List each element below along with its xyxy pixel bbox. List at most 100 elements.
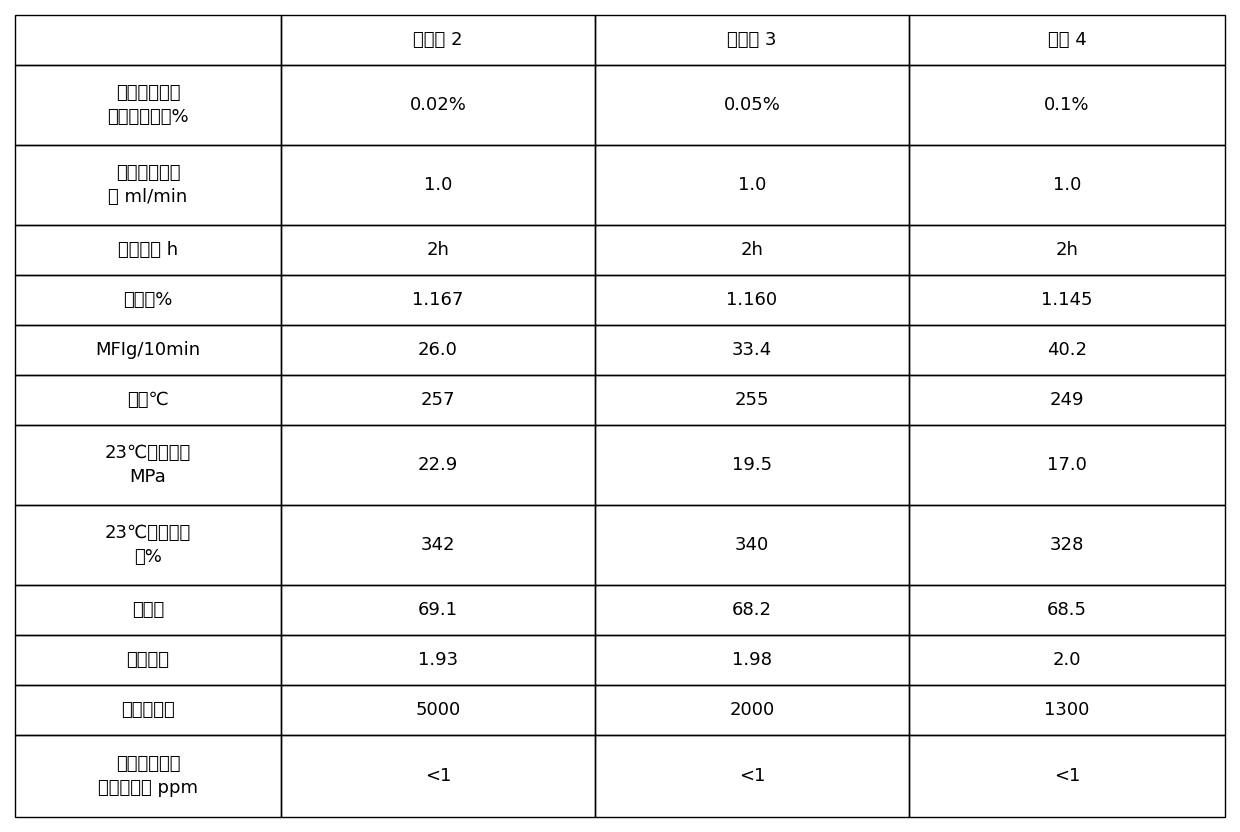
Text: 40.2: 40.2 bbox=[1047, 341, 1087, 359]
Text: 耐折度次数: 耐折度次数 bbox=[122, 701, 175, 719]
Text: <1: <1 bbox=[425, 767, 451, 785]
Text: 340: 340 bbox=[735, 536, 769, 554]
Text: 2h: 2h bbox=[1055, 241, 1079, 259]
Text: 0.1%: 0.1% bbox=[1044, 96, 1090, 114]
Text: 2.0: 2.0 bbox=[1053, 651, 1081, 669]
Bar bbox=[595, 325, 909, 375]
Bar bbox=[15, 145, 281, 225]
Text: 255: 255 bbox=[735, 391, 769, 409]
Text: 1.145: 1.145 bbox=[1042, 291, 1092, 309]
Bar bbox=[15, 735, 281, 817]
Bar bbox=[281, 375, 595, 425]
Text: 回收单体中链
转移剂含量 ppm: 回收单体中链 转移剂含量 ppm bbox=[98, 755, 198, 797]
Bar bbox=[281, 635, 595, 685]
Bar bbox=[281, 275, 595, 325]
Bar bbox=[595, 15, 909, 65]
Text: 328: 328 bbox=[1050, 536, 1084, 554]
Text: 实施 4: 实施 4 bbox=[1048, 31, 1086, 49]
Bar bbox=[909, 425, 1225, 505]
Bar bbox=[595, 145, 909, 225]
Bar bbox=[15, 425, 281, 505]
Text: MFIg/10min: MFIg/10min bbox=[95, 341, 201, 359]
Text: 1.98: 1.98 bbox=[732, 651, 773, 669]
Bar bbox=[909, 275, 1225, 325]
Text: <1: <1 bbox=[739, 767, 765, 785]
Text: 0.05%: 0.05% bbox=[724, 96, 780, 114]
Bar bbox=[15, 325, 281, 375]
Text: 22.9: 22.9 bbox=[418, 456, 458, 474]
Bar bbox=[15, 225, 281, 275]
Bar bbox=[15, 275, 281, 325]
Text: 17.0: 17.0 bbox=[1047, 456, 1087, 474]
Text: 1.0: 1.0 bbox=[1053, 176, 1081, 194]
Bar bbox=[15, 585, 281, 635]
Text: 68.2: 68.2 bbox=[732, 601, 773, 619]
Text: 1.0: 1.0 bbox=[738, 176, 766, 194]
Text: 固含量%: 固含量% bbox=[123, 291, 172, 309]
Bar bbox=[909, 375, 1225, 425]
Text: 19.5: 19.5 bbox=[732, 456, 773, 474]
Bar bbox=[909, 735, 1225, 817]
Bar bbox=[595, 735, 909, 817]
Bar bbox=[281, 15, 595, 65]
Text: 实施例 3: 实施例 3 bbox=[727, 31, 776, 49]
Bar bbox=[281, 425, 595, 505]
Bar bbox=[281, 505, 595, 585]
Text: 1.93: 1.93 bbox=[418, 651, 458, 669]
Text: 257: 257 bbox=[420, 391, 455, 409]
Bar bbox=[909, 585, 1225, 635]
Text: 白度値: 白度値 bbox=[131, 601, 164, 619]
Bar bbox=[281, 145, 595, 225]
Text: 熔点℃: 熔点℃ bbox=[128, 391, 169, 409]
Bar bbox=[281, 585, 595, 635]
Bar bbox=[909, 685, 1225, 735]
Text: 链转移剂在引
发剂中的浓度%: 链转移剂在引 发剂中的浓度% bbox=[107, 84, 188, 126]
Bar bbox=[595, 635, 909, 685]
Bar bbox=[909, 325, 1225, 375]
Text: 33.4: 33.4 bbox=[732, 341, 773, 359]
Bar bbox=[15, 375, 281, 425]
Text: 68.5: 68.5 bbox=[1047, 601, 1087, 619]
Bar bbox=[15, 15, 281, 65]
Text: 引发剂补加速
度 ml/min: 引发剂补加速 度 ml/min bbox=[108, 164, 187, 206]
Text: 1300: 1300 bbox=[1044, 701, 1090, 719]
Bar bbox=[909, 15, 1225, 65]
Text: 1.160: 1.160 bbox=[727, 291, 777, 309]
Text: 5000: 5000 bbox=[415, 701, 460, 719]
Bar bbox=[595, 275, 909, 325]
Bar bbox=[15, 65, 281, 145]
Bar bbox=[595, 585, 909, 635]
Bar bbox=[595, 685, 909, 735]
Text: 1.0: 1.0 bbox=[424, 176, 453, 194]
Text: 342: 342 bbox=[420, 536, 455, 554]
Bar bbox=[595, 375, 909, 425]
Bar bbox=[281, 685, 595, 735]
Text: 23℃断裂伸长
率%: 23℃断裂伸长 率% bbox=[105, 524, 191, 566]
Text: 26.0: 26.0 bbox=[418, 341, 458, 359]
Bar bbox=[595, 505, 909, 585]
Bar bbox=[595, 65, 909, 145]
Text: 2h: 2h bbox=[740, 241, 764, 259]
Bar bbox=[595, 225, 909, 275]
Bar bbox=[15, 505, 281, 585]
Bar bbox=[595, 425, 909, 505]
Text: 1.167: 1.167 bbox=[413, 291, 464, 309]
Bar bbox=[909, 635, 1225, 685]
Text: 2000: 2000 bbox=[729, 701, 775, 719]
Bar bbox=[909, 145, 1225, 225]
Text: 249: 249 bbox=[1050, 391, 1084, 409]
Bar bbox=[909, 65, 1225, 145]
Text: 69.1: 69.1 bbox=[418, 601, 458, 619]
Text: 介电常数: 介电常数 bbox=[126, 651, 170, 669]
Bar bbox=[15, 635, 281, 685]
Bar bbox=[909, 225, 1225, 275]
Text: 实施例 2: 实施例 2 bbox=[413, 31, 463, 49]
Text: 0.02%: 0.02% bbox=[409, 96, 466, 114]
Bar bbox=[281, 735, 595, 817]
Bar bbox=[281, 325, 595, 375]
Bar bbox=[909, 505, 1225, 585]
Text: 2h: 2h bbox=[427, 241, 449, 259]
Bar bbox=[15, 685, 281, 735]
Text: <1: <1 bbox=[1054, 767, 1080, 785]
Bar bbox=[281, 225, 595, 275]
